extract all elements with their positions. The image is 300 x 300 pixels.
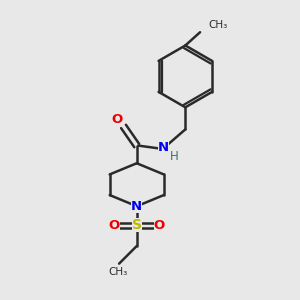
- Text: N: N: [158, 141, 169, 154]
- Text: CH₃: CH₃: [208, 20, 228, 30]
- Text: O: O: [109, 219, 120, 232]
- Text: N: N: [131, 200, 142, 213]
- Text: CH₃: CH₃: [108, 267, 127, 277]
- Text: O: O: [111, 113, 123, 127]
- Text: O: O: [154, 219, 165, 232]
- Text: S: S: [132, 218, 142, 233]
- Text: H: H: [170, 150, 179, 163]
